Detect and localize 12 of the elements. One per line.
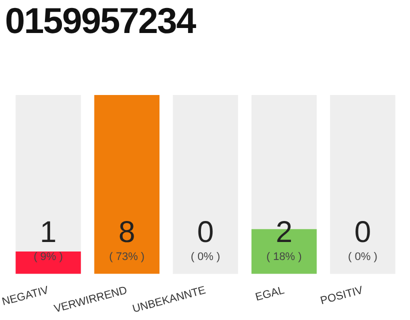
- data-label: 0: [197, 216, 214, 249]
- annotation: ( 18% ): [266, 250, 302, 263]
- annotation: ( 0% ): [348, 250, 378, 263]
- data-label: 0: [354, 216, 372, 249]
- chart-title: 0159957234: [5, 0, 196, 42]
- x-tick-label: EGAL: [254, 284, 286, 304]
- data-label: 1: [40, 216, 57, 249]
- annotation: ( 0% ): [190, 250, 220, 263]
- annotation: ( 73% ): [109, 250, 145, 263]
- annotation: ( 9% ): [34, 250, 63, 263]
- data-label: 8: [118, 216, 136, 249]
- x-tick-label: POSITIV: [319, 284, 365, 308]
